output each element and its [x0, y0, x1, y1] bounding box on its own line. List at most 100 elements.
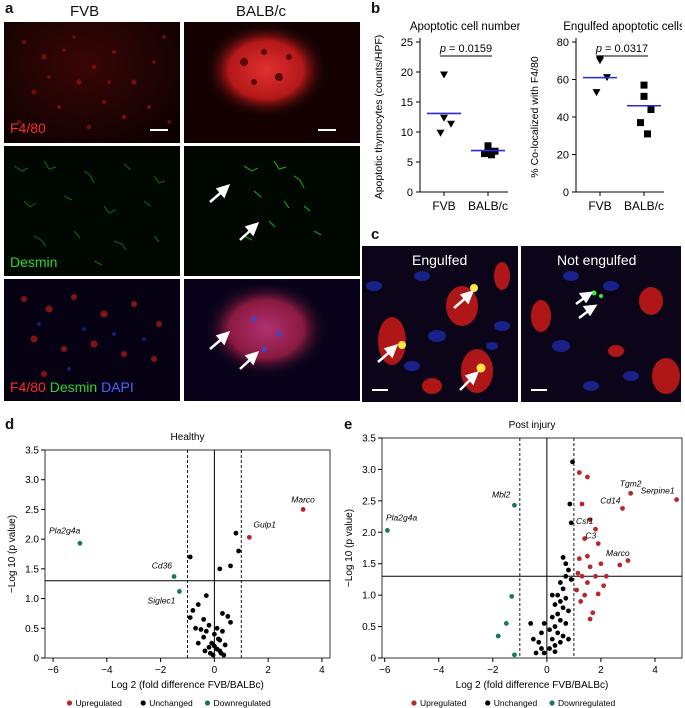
- e-point-unchanged: [568, 520, 574, 526]
- label-f480-row1: F4/80: [10, 120, 46, 136]
- e-point-unchanged: [547, 627, 552, 633]
- micrograph-not-engulfed: Not engulfed: [521, 246, 681, 402]
- e-point-unchanged: [549, 614, 555, 620]
- d-point-up: [300, 507, 306, 512]
- e-point-up: [595, 591, 601, 597]
- e-point-up: [575, 570, 581, 576]
- e-point-unchanged: [563, 621, 569, 626]
- scale-bar: [318, 129, 336, 131]
- e-point-unchanged: [566, 567, 571, 573]
- e-point-up: [593, 573, 598, 579]
- arrow-icon: [377, 290, 480, 391]
- e-point-up: [593, 526, 598, 532]
- micrograph-engulfed: Engulfed: [362, 246, 518, 402]
- e-point-down: [385, 528, 390, 533]
- d-point-unchanged: [217, 566, 223, 572]
- e-point-up: [625, 558, 631, 563]
- e-point-down: [509, 594, 515, 599]
- d-gene-label-marco: Marco: [291, 494, 315, 504]
- arrow-icon: [209, 331, 260, 370]
- d-point-down: [77, 540, 83, 546]
- e-legend-marker: [411, 700, 417, 706]
- d-x-tick-label: 2: [265, 665, 271, 676]
- e-legend-label: Downregulated: [558, 698, 615, 708]
- d-point-unchanged: [211, 631, 217, 637]
- d-legend-label: Downregulated: [214, 698, 271, 708]
- d-legend-marker: [140, 700, 146, 706]
- b1-point-balbc: [484, 145, 492, 153]
- e-y-axis-label: −Log 10 (p value): [344, 509, 355, 587]
- column-label-balbc: BALB/c: [236, 3, 287, 20]
- e-point-up: [587, 616, 593, 622]
- e-point-up: [585, 580, 590, 585]
- e-point-unchanged: [541, 621, 547, 626]
- micrograph-balbc-f480-texture: [204, 22, 328, 118]
- b2-y-tick-label: 0: [563, 187, 569, 199]
- b1-x-tick-label: FVB: [432, 199, 455, 213]
- d-point-unchanged: [190, 608, 196, 613]
- d-point-unchanged: [207, 650, 213, 656]
- d-legend-label: Upregulated: [76, 698, 123, 708]
- d-point-unchanged: [201, 616, 207, 622]
- e-point-up: [628, 490, 634, 496]
- e-point-up: [576, 470, 582, 475]
- d-point-unchanged: [198, 627, 204, 632]
- e-gene-label-serpine1: Serpine1: [641, 486, 675, 496]
- micrograph-fvb-f480-texture: [17, 35, 171, 130]
- e-point-up: [620, 506, 625, 511]
- d-gene-label-cd36: Cd36: [152, 561, 173, 571]
- d-point-down: [177, 589, 182, 594]
- arrow-icon: [209, 184, 260, 241]
- e-y-tick-label: 3.0: [362, 465, 376, 476]
- b2-point-fvb: [592, 89, 601, 97]
- panel-d-letter: d: [5, 416, 15, 433]
- chart-engulfed-apoptotic-cells: Engulfed apoptotic cells 0 20 40 60 80 FVB BALB…: [529, 21, 682, 213]
- b2-point-fvb: [596, 57, 604, 65]
- e-y-tick-label: 1.5: [362, 559, 376, 570]
- d-x-tick-label: −2: [155, 665, 167, 676]
- label-dapi: DAPI: [101, 379, 134, 395]
- e-point-up: [590, 610, 596, 616]
- e-point-up: [579, 573, 585, 579]
- e-point-up: [582, 592, 588, 598]
- micrograph-fvb-merged: F4/80 Desmin DAPI: [4, 279, 180, 401]
- e-point-up: [598, 561, 604, 567]
- b1-title: Apoptotic cell numbers: [410, 21, 520, 33]
- panel-a-letter: a: [5, 0, 14, 17]
- e-gene-label-marco: Marco: [606, 548, 630, 558]
- b1-x-tick-label: BALB/c: [468, 199, 508, 213]
- d-point-unchanged: [220, 611, 225, 616]
- e-point-unchanged: [528, 621, 534, 626]
- d-point-unchanged: [187, 554, 193, 560]
- d-x-tick-label: 4: [319, 665, 325, 676]
- d-point-unchanged: [228, 563, 233, 569]
- e-point-up: [674, 497, 679, 502]
- b2-x-tick-label: BALB/c: [624, 199, 664, 213]
- e-point-unchanged: [552, 624, 558, 629]
- e-point-up: [582, 536, 588, 541]
- e-point-up: [601, 583, 607, 589]
- e-point-unchanged: [549, 592, 555, 598]
- d-point-unchanged: [220, 628, 225, 634]
- b1-p-value: p = 0.0159: [439, 43, 492, 55]
- merged-channel-labels: F4/80 Desmin DAPI: [10, 379, 134, 395]
- label-not-engulfed: Not engulfed: [557, 252, 637, 268]
- micrograph-balbc-desmin-texture: [209, 160, 322, 241]
- b2-title: Engulfed apoptotic cells: [563, 21, 682, 33]
- d-y-tick-label: 2.0: [25, 535, 39, 546]
- e-point-unchanged: [549, 636, 555, 642]
- e-legend-marker: [549, 700, 555, 706]
- micrograph-fvb-f480: F4/80: [4, 22, 180, 143]
- d-point-unchanged: [195, 602, 201, 607]
- d-point-unchanged: [228, 619, 233, 625]
- e-point-unchanged: [563, 595, 569, 601]
- e-point-down: [503, 621, 509, 626]
- d-y-tick-label: 0: [33, 654, 39, 665]
- e-point-unchanged: [539, 630, 544, 636]
- e-legend-marker: [485, 700, 491, 706]
- b2-point-balbc: [640, 81, 648, 89]
- b2-point-balbc: [644, 130, 651, 138]
- e-point-unchanged: [557, 580, 563, 585]
- e-x-tick-label: 2: [598, 665, 604, 676]
- e-point-unchanged: [533, 650, 539, 656]
